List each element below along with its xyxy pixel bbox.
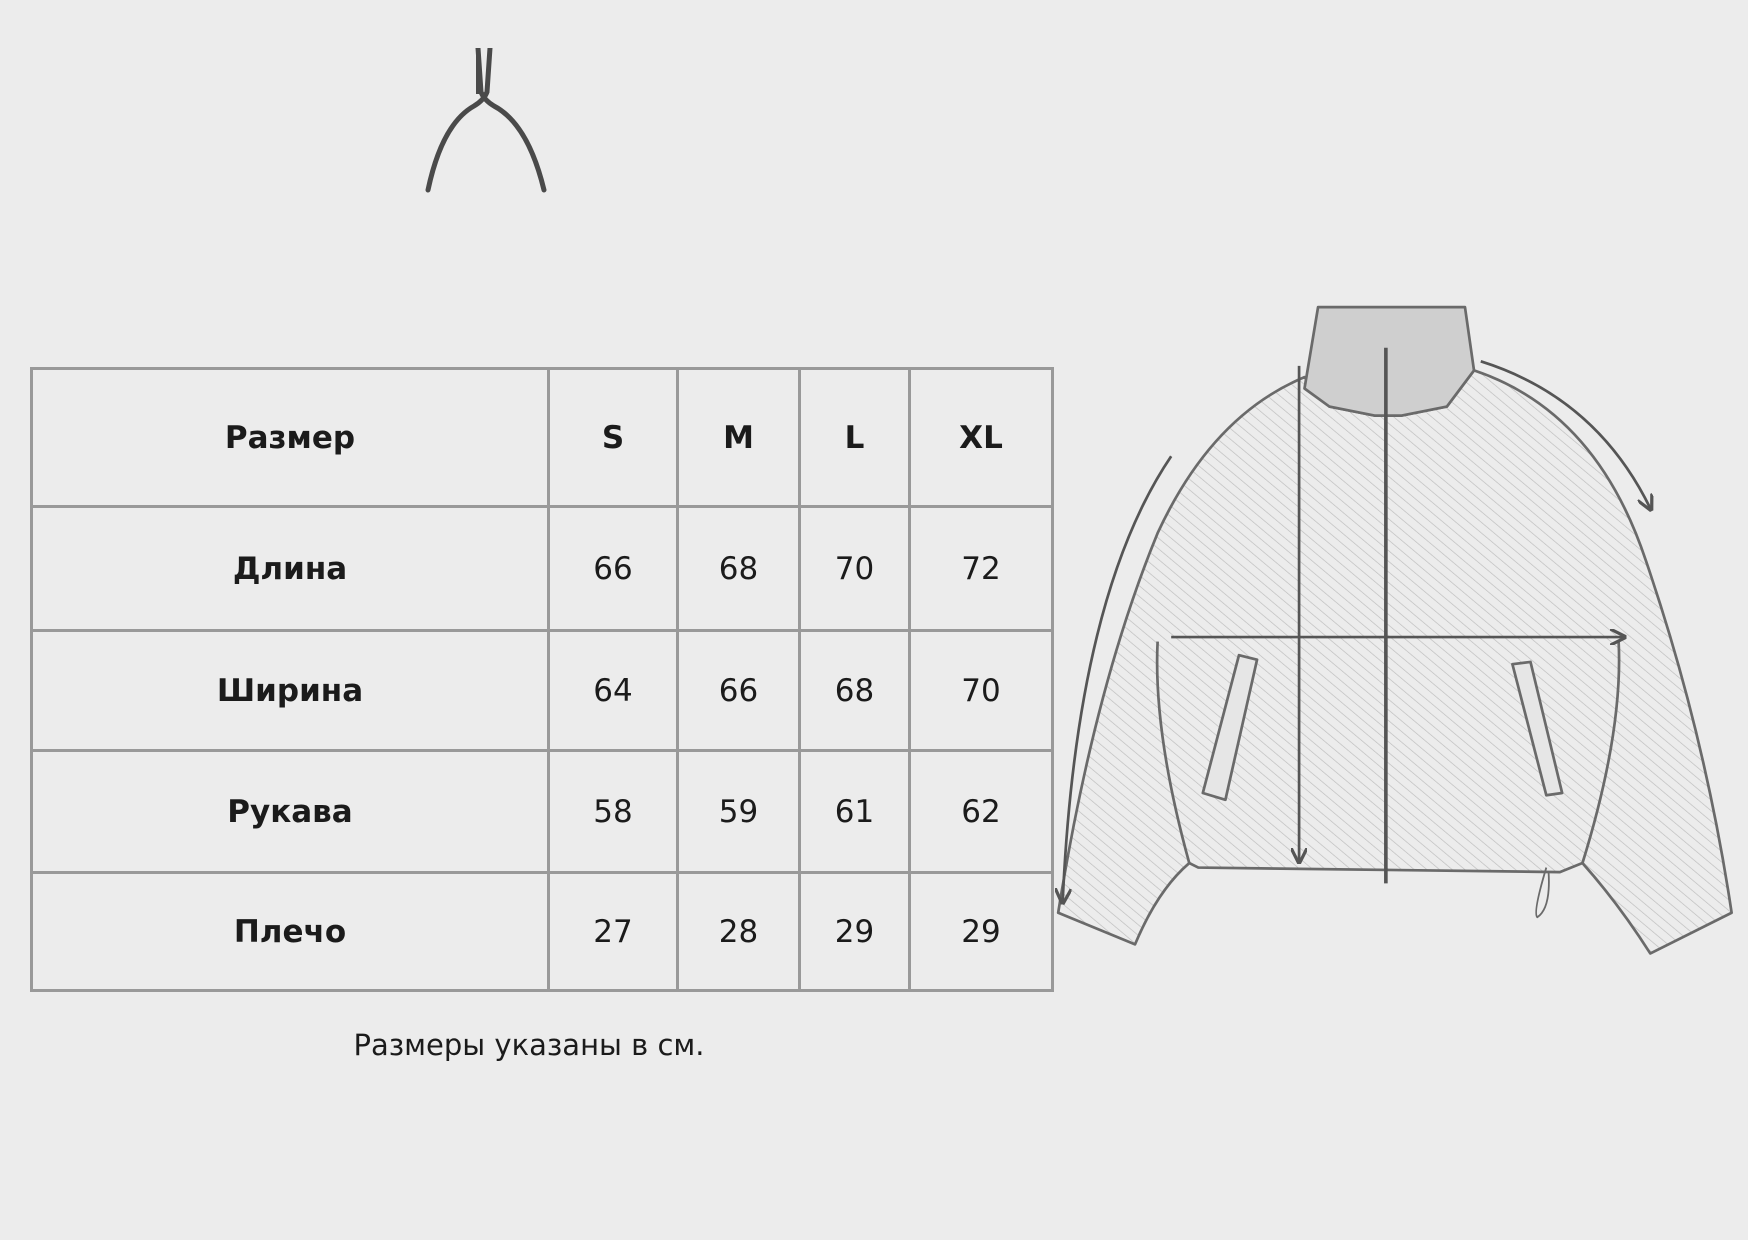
header-size-xl: XL: [908, 367, 1054, 508]
table-row-length: Длина 66 68 70 72: [30, 505, 1054, 632]
wishbone-logo-icon: [425, 48, 547, 193]
cell-value: 66: [676, 629, 801, 752]
row-label: Длина: [30, 505, 550, 632]
row-label: Плечо: [30, 871, 550, 992]
cell-value: 27: [547, 871, 679, 992]
table-header-row: Размер S M L XL: [30, 367, 1054, 508]
cell-value: 66: [547, 505, 679, 632]
header-size-m: M: [676, 367, 801, 508]
cell-value: 28: [676, 871, 801, 992]
cell-value: 68: [676, 505, 801, 632]
cell-value: 58: [547, 749, 679, 874]
cell-value: 61: [798, 749, 911, 874]
header-size-label: Размер: [30, 367, 550, 508]
cell-value: 64: [547, 629, 679, 752]
units-note: Размеры указаны в см.: [353, 1028, 705, 1062]
size-table: Размер S M L XL Длина 66 68 70 72 Ширина…: [30, 367, 1054, 992]
cell-value: 29: [798, 871, 911, 992]
jacket-outline: [1056, 305, 1733, 955]
cell-value: 72: [908, 505, 1054, 632]
header-size-l: L: [798, 367, 911, 508]
table-row-sleeve: Рукава 58 59 61 62: [30, 749, 1054, 874]
measurement-arrows: [1063, 360, 1651, 901]
row-label: Ширина: [30, 629, 550, 752]
cell-value: 62: [908, 749, 1054, 874]
row-label: Рукава: [30, 749, 550, 874]
cell-value: 29: [908, 871, 1054, 992]
jacket-sketch-icon: [1040, 305, 1733, 955]
cell-value: 70: [798, 505, 911, 632]
table-row-shoulder: Плечо 27 28 29 29: [30, 871, 1054, 992]
header-size-s: S: [547, 367, 679, 508]
cell-value: 70: [908, 629, 1054, 752]
table-row-width: Ширина 64 66 68 70: [30, 629, 1054, 752]
cell-value: 59: [676, 749, 801, 874]
cell-value: 68: [798, 629, 911, 752]
